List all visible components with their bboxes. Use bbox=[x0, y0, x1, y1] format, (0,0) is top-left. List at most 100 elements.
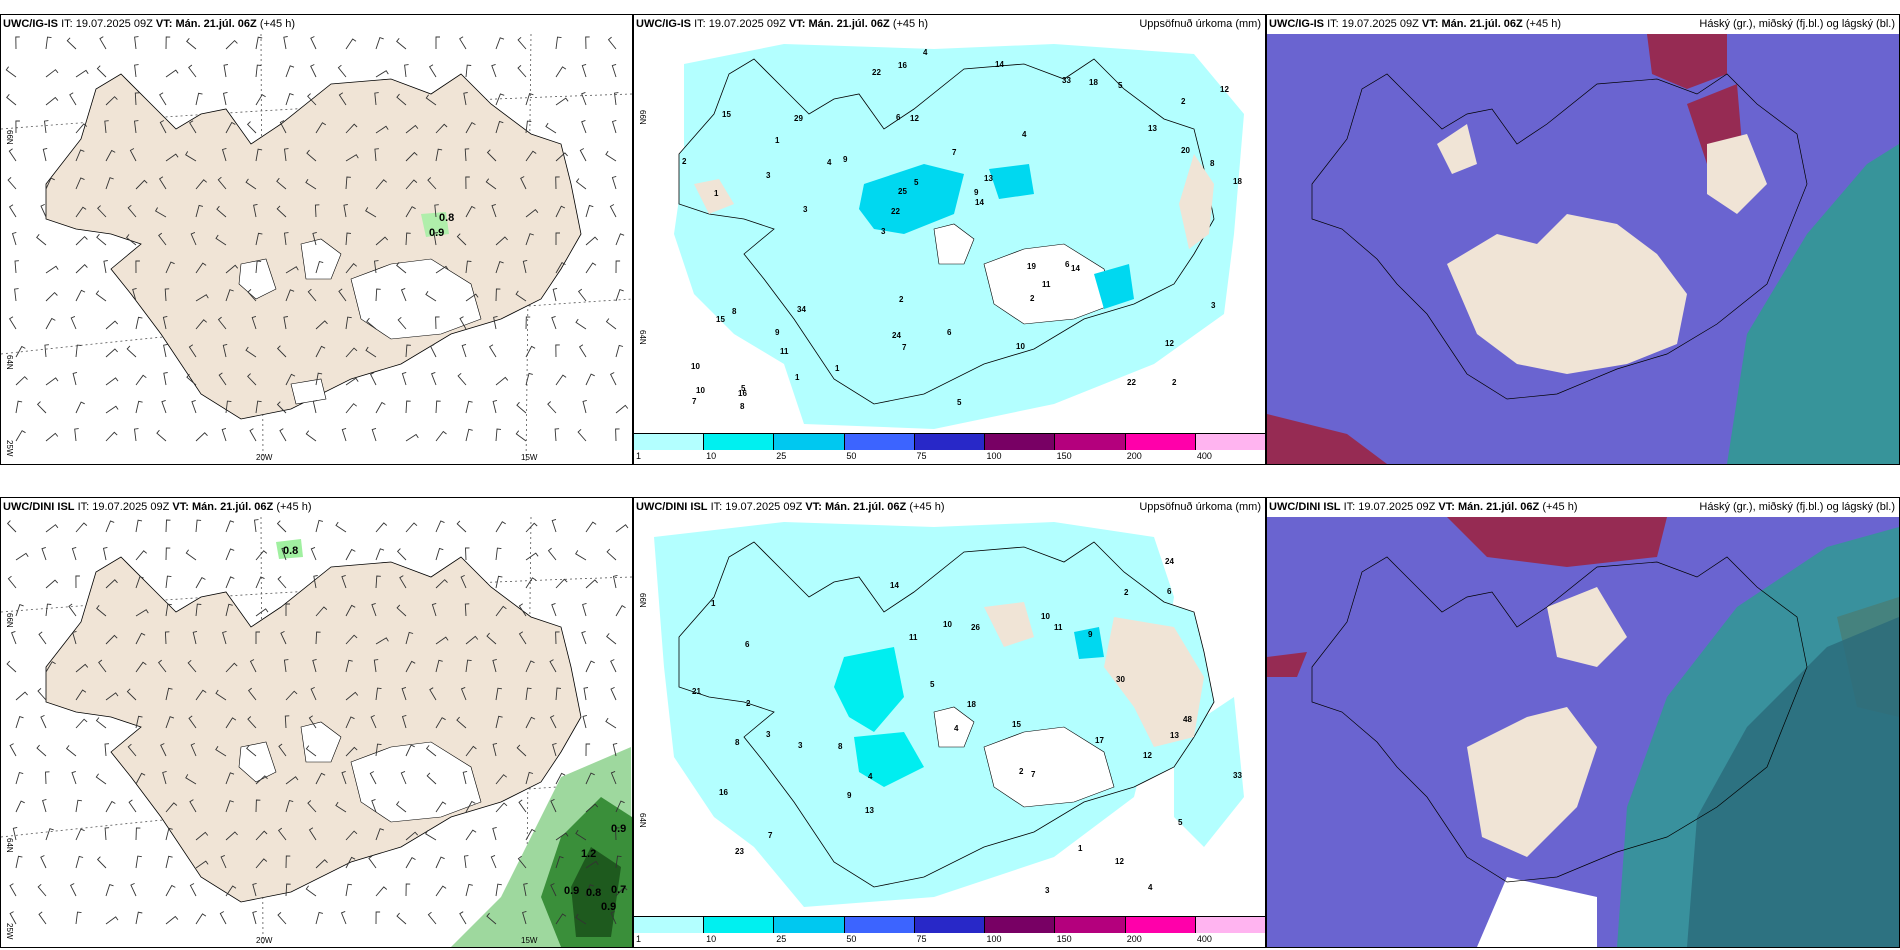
wind-barb bbox=[425, 830, 437, 841]
wind-barb bbox=[345, 659, 353, 673]
wind-barb bbox=[15, 604, 24, 617]
wind-barb bbox=[375, 687, 382, 701]
wind-barb bbox=[40, 855, 47, 869]
panel-top-precip: UWC/IG-IS IT: 19.07.2025 09Z VT: Mán. 21… bbox=[633, 14, 1266, 465]
vt-label: VT: bbox=[155, 18, 173, 30]
gust-area bbox=[276, 539, 303, 559]
wind-barb bbox=[585, 743, 591, 757]
wind-barb bbox=[515, 430, 527, 442]
wind-barb bbox=[345, 691, 359, 701]
wind-barb bbox=[15, 400, 23, 414]
wind-barb bbox=[552, 287, 558, 302]
wind-barb bbox=[188, 344, 197, 358]
gust-value: 0.9 bbox=[611, 823, 626, 835]
wind-barb bbox=[255, 608, 269, 617]
lat-label: 66N bbox=[638, 110, 647, 125]
wind-barb bbox=[188, 64, 197, 78]
precip-value: 11 bbox=[909, 633, 918, 642]
precip-value: 2 bbox=[1030, 294, 1035, 303]
wind-barb bbox=[6, 520, 17, 533]
wind-barb bbox=[45, 36, 52, 50]
wind-barb bbox=[281, 546, 287, 561]
wind-barb bbox=[105, 579, 118, 589]
wind-barb bbox=[95, 717, 107, 729]
wind-barb bbox=[165, 153, 179, 162]
wind-barb bbox=[247, 373, 257, 386]
panel-bottom-wind: UWC/DINI ISL IT: 19.07.2025 09Z VT: Mán.… bbox=[0, 497, 633, 948]
wind-barb bbox=[429, 687, 437, 701]
wind-barb bbox=[105, 884, 114, 897]
wind-barb bbox=[435, 885, 447, 897]
wind-barb bbox=[525, 660, 535, 673]
wind-barb bbox=[456, 520, 467, 533]
wind-barb bbox=[103, 260, 108, 274]
wind-barb bbox=[223, 64, 228, 78]
colorbar-label: 200 bbox=[1126, 451, 1142, 461]
wind-barb bbox=[225, 121, 236, 134]
wind-barb bbox=[285, 289, 295, 302]
wind-barb bbox=[613, 92, 619, 106]
precip-value: 6 bbox=[745, 640, 750, 649]
wind-barb bbox=[518, 603, 527, 617]
wind-barb bbox=[435, 659, 443, 673]
wind-barb bbox=[585, 373, 595, 386]
wind-barb bbox=[126, 345, 137, 358]
wind-barb bbox=[225, 39, 238, 50]
wind-barb bbox=[465, 121, 476, 134]
wind-barb bbox=[307, 288, 317, 302]
wind-barb bbox=[191, 399, 197, 414]
wind-barb bbox=[492, 742, 498, 757]
wind-barb bbox=[75, 828, 85, 841]
precip-value: 7 bbox=[902, 343, 907, 352]
wind-barb bbox=[285, 93, 294, 106]
wind-barb bbox=[96, 605, 107, 617]
wind-barb bbox=[495, 236, 508, 246]
wind-barb bbox=[495, 687, 502, 701]
precip-value: 5 bbox=[957, 398, 962, 407]
wind-barb bbox=[135, 827, 141, 841]
wind-barb bbox=[345, 830, 358, 841]
wind-barb bbox=[255, 400, 262, 414]
wind-barb bbox=[165, 716, 175, 729]
init-time: 19.07.2025 09Z bbox=[725, 501, 803, 513]
precip-value: 12 bbox=[910, 114, 919, 123]
precip-value: 21 bbox=[692, 687, 701, 696]
colorbar-label: 50 bbox=[846, 451, 857, 461]
wind-map: 0.8 1.2 0.9 0.9 0.8 0.7 0.9 66N 64N 25W … bbox=[1, 517, 632, 947]
colorbar-label: 25 bbox=[776, 451, 787, 461]
wind-barb bbox=[581, 63, 587, 78]
wind-barb bbox=[15, 771, 24, 785]
wind-barb bbox=[38, 911, 47, 925]
wind-barb bbox=[375, 522, 388, 533]
wind-barb bbox=[606, 633, 617, 645]
wind-barb bbox=[495, 288, 501, 302]
wind-barb bbox=[585, 262, 597, 274]
wind-barb bbox=[341, 427, 347, 442]
wind-barb bbox=[555, 631, 560, 645]
wind-barb bbox=[75, 522, 88, 533]
wind-barb bbox=[605, 717, 617, 729]
wind-barb bbox=[405, 206, 416, 218]
wind-barb bbox=[9, 883, 17, 897]
wind-barb bbox=[159, 92, 167, 106]
wind-barb bbox=[135, 576, 144, 589]
wind-barb bbox=[495, 802, 508, 813]
wind-barb bbox=[42, 798, 47, 813]
wind-barb bbox=[133, 120, 139, 134]
wind-barb bbox=[312, 658, 317, 673]
wind-barb bbox=[495, 605, 507, 617]
wind-barb bbox=[338, 92, 347, 106]
wind-barb bbox=[465, 400, 473, 414]
wind-barb bbox=[219, 911, 227, 925]
wind-barb bbox=[105, 348, 118, 358]
wind-barb bbox=[306, 149, 317, 162]
colorbar-label: 200 bbox=[1126, 934, 1142, 944]
iceland-clear bbox=[1467, 707, 1597, 857]
wind-barb bbox=[105, 916, 119, 925]
wind-barb bbox=[547, 401, 557, 414]
wind-barb bbox=[125, 234, 137, 246]
lead-time: (+45 h) bbox=[892, 18, 928, 30]
wind-barb bbox=[396, 604, 407, 617]
precip-value: 4 bbox=[923, 48, 928, 57]
precip-heavy bbox=[989, 164, 1034, 199]
